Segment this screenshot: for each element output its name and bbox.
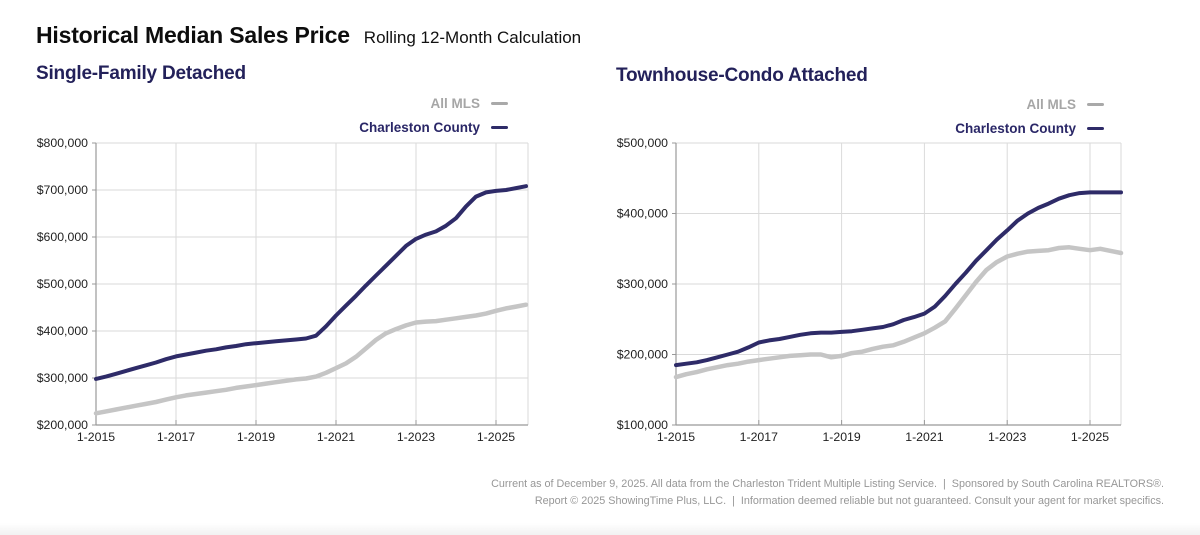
legend-single-family: All MLS Charleston County <box>359 91 508 139</box>
svg-text:1-2017: 1-2017 <box>740 430 778 444</box>
chart-single-family-detached: $200,000 $300,000 $400,000 $500,000 $600,000… <box>37 136 529 444</box>
svg-text:1-2025: 1-2025 <box>1071 430 1109 444</box>
all-mls-line-swatch-icon <box>491 101 508 105</box>
svg-text:1-2021: 1-2021 <box>905 430 943 444</box>
all-mls-line-swatch-icon <box>1087 102 1104 106</box>
chart-title-single-family: Single-Family Detached <box>36 63 246 84</box>
legend-label-charleston-county: Charleston County <box>955 120 1076 136</box>
legend-townhouse-condo: All MLS Charleston County <box>955 92 1104 140</box>
chart-title-townhouse-condo: Townhouse-Condo Attached <box>616 65 868 86</box>
svg-text:1-2015: 1-2015 <box>77 430 115 444</box>
svg-text:$700,000: $700,000 <box>37 183 88 197</box>
bottom-shadow <box>0 523 1200 535</box>
svg-text:1-2023: 1-2023 <box>397 430 435 444</box>
legend-item-all-mls: All MLS <box>955 92 1104 116</box>
page-subtitle: Rolling 12-Month Calculation <box>363 28 582 47</box>
legend-label-charleston-county: Charleston County <box>359 119 480 135</box>
svg-text:1-2019: 1-2019 <box>822 430 860 444</box>
footer-line-2: Report © 2025 ShowingTime Plus, LLC. | I… <box>534 495 1164 507</box>
svg-text:$600,000: $600,000 <box>37 230 88 244</box>
svg-text:$800,000: $800,000 <box>37 136 88 150</box>
footer-line-1: Current as of December 9, 2025. All data… <box>491 478 1164 490</box>
charleston-county-line-swatch-icon <box>491 125 508 129</box>
legend-label-all-mls: All MLS <box>1026 96 1077 112</box>
charleston-county-line-swatch-icon <box>1087 126 1104 130</box>
svg-text:1-2017: 1-2017 <box>157 430 195 444</box>
svg-text:$500,000: $500,000 <box>37 277 88 291</box>
svg-text:$200,000: $200,000 <box>617 348 668 362</box>
svg-text:$300,000: $300,000 <box>37 371 88 385</box>
report-header: Historical Median Sales Price Rolling 12… <box>36 22 581 49</box>
svg-text:1-2025: 1-2025 <box>477 430 515 444</box>
chart-townhouse-condo-attached: $100,000 $200,000 $300,000 $400,000 $500,000… <box>617 136 1124 444</box>
svg-text:$300,000: $300,000 <box>617 277 668 291</box>
legend-label-all-mls: All MLS <box>430 95 481 111</box>
legend-item-charleston-county: Charleston County <box>359 115 508 139</box>
svg-text:$400,000: $400,000 <box>37 324 88 338</box>
svg-text:1-2021: 1-2021 <box>317 430 355 444</box>
svg-text:1-2015: 1-2015 <box>657 430 695 444</box>
report-footer: Current as of December 9, 2025. All data… <box>491 476 1164 510</box>
svg-text:$100,000: $100,000 <box>617 418 668 432</box>
legend-item-charleston-county: Charleston County <box>955 116 1104 140</box>
page-title: Historical Median Sales Price <box>36 22 350 48</box>
legend-item-all-mls: All MLS <box>359 91 508 115</box>
svg-text:$200,000: $200,000 <box>37 418 88 432</box>
svg-text:$400,000: $400,000 <box>617 207 668 221</box>
svg-text:1-2019: 1-2019 <box>237 430 275 444</box>
svg-text:1-2023: 1-2023 <box>988 430 1026 444</box>
svg-text:$500,000: $500,000 <box>617 136 668 150</box>
